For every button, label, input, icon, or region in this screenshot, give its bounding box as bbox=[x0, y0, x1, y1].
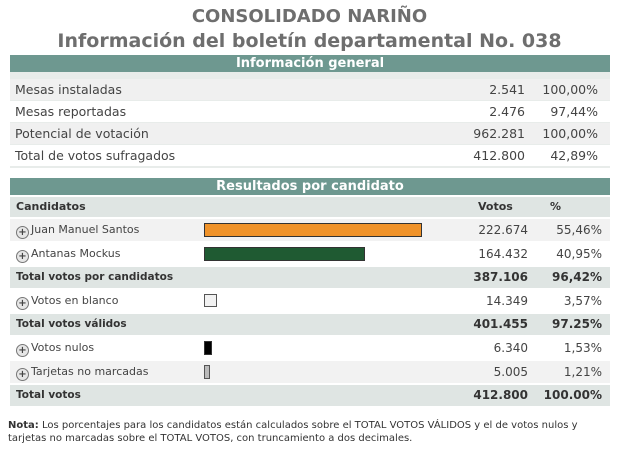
info-row: Total de votos sufragados 412.800 42,89% bbox=[10, 145, 610, 166]
null-votes-row[interactable]: + Votos nulos 6.340 1,53% bbox=[10, 337, 610, 359]
results-header-row: Candidatos Votos % bbox=[10, 197, 610, 217]
expand-icon[interactable]: + bbox=[16, 368, 29, 381]
unmarked-row[interactable]: + Tarjetas no marcadas 5.005 1,21% bbox=[10, 361, 610, 383]
expand-icon[interactable]: + bbox=[16, 250, 29, 263]
col-candidates: Candidatos bbox=[16, 200, 86, 213]
info-value: 962.281 bbox=[473, 126, 525, 141]
blank-votes-row[interactable]: + Votos en blanco 14.349 3,57% bbox=[10, 290, 610, 312]
info-label: Mesas instaladas bbox=[15, 82, 122, 97]
info-table: Mesas instaladas 2.541 100,00% Mesas rep… bbox=[10, 72, 610, 168]
info-row: Potencial de votación 962.281 100,00% bbox=[10, 123, 610, 144]
total-label: Total votos por candidatos bbox=[16, 271, 174, 283]
unmarked-label: Tarjetas no marcadas bbox=[31, 365, 149, 378]
vote-bar bbox=[204, 247, 365, 261]
candidate-row[interactable]: + Juan Manuel Santos 222.674 55,46% bbox=[10, 219, 610, 241]
blank-votes-label: Votos en blanco bbox=[31, 294, 119, 307]
footnote-label: Nota: bbox=[8, 420, 39, 431]
null-votes-label: Votos nulos bbox=[31, 341, 95, 354]
page-subtitle: Información del boletín departamental No… bbox=[57, 30, 562, 52]
expand-icon[interactable]: + bbox=[16, 226, 29, 239]
info-value: 412.800 bbox=[473, 148, 525, 163]
info-pct: 100,00% bbox=[542, 82, 598, 97]
info-row: Mesas instaladas 2.541 100,00% bbox=[10, 79, 610, 100]
results-table: Candidatos Votos % + Juan Manuel Santos 2… bbox=[10, 195, 610, 407]
total-candidates-row: Total votos por candidatos 387.106 96,42… bbox=[10, 267, 610, 288]
info-section-header: Información general bbox=[10, 55, 610, 72]
blank-votes-count: 14.349 bbox=[486, 294, 528, 308]
info-label: Total de votos sufragados bbox=[15, 148, 176, 163]
footnote: Nota: Los porcentajes para los candidato… bbox=[8, 419, 608, 445]
expand-icon[interactable]: + bbox=[16, 344, 29, 357]
candidate-label: Juan Manuel Santos bbox=[31, 223, 140, 236]
unmarked-count: 5.005 bbox=[493, 365, 528, 379]
candidate-votes: 222.674 bbox=[478, 223, 528, 237]
null-votes-count: 6.340 bbox=[493, 341, 528, 355]
info-value: 2.541 bbox=[489, 82, 525, 97]
unmarked-pct: 1,21% bbox=[563, 365, 602, 379]
total-valid-row: Total votos válidos 401.455 97.25% bbox=[10, 314, 610, 335]
null-votes-bar bbox=[204, 341, 212, 355]
info-pct: 42,89% bbox=[550, 148, 598, 163]
candidate-pct: 40,95% bbox=[556, 247, 602, 261]
info-pct: 97,44% bbox=[550, 104, 598, 119]
info-row: Mesas reportadas 2.476 97,44% bbox=[10, 101, 610, 122]
total-pct: 100.00% bbox=[543, 388, 602, 402]
col-pct: % bbox=[550, 200, 562, 213]
total-votes-row: Total votos 412.800 100.00% bbox=[10, 385, 610, 406]
candidate-pct: 55,46% bbox=[556, 223, 602, 237]
expand-icon[interactable]: + bbox=[16, 297, 29, 310]
blank-votes-name[interactable]: + Votos en blanco bbox=[16, 290, 118, 312]
info-label: Potencial de votación bbox=[15, 126, 149, 141]
total-votes: 387.106 bbox=[473, 270, 528, 284]
total-votes: 412.800 bbox=[473, 388, 528, 402]
info-value: 2.476 bbox=[489, 104, 525, 119]
vote-bar bbox=[204, 223, 422, 237]
null-votes-pct: 1,53% bbox=[563, 341, 602, 355]
total-label: Total votos válidos bbox=[16, 318, 127, 330]
unmarked-bar bbox=[204, 365, 210, 379]
null-votes-name[interactable]: + Votos nulos bbox=[16, 337, 94, 359]
info-label: Mesas reportadas bbox=[15, 104, 127, 119]
total-votes: 401.455 bbox=[473, 317, 528, 331]
candidate-label: Antanas Mockus bbox=[31, 247, 121, 260]
total-pct: 96,42% bbox=[552, 270, 602, 284]
blank-votes-pct: 3,57% bbox=[563, 294, 602, 308]
candidate-name[interactable]: + Antanas Mockus bbox=[16, 243, 121, 265]
candidate-votes: 164.432 bbox=[478, 247, 528, 261]
page-title: CONSOLIDADO NARIÑO bbox=[191, 6, 428, 27]
candidate-row[interactable]: + Antanas Mockus 164.432 40,95% bbox=[10, 243, 610, 265]
results-section-header: Resultados por candidato bbox=[10, 178, 610, 195]
total-label: Total votos bbox=[16, 389, 81, 401]
unmarked-name[interactable]: + Tarjetas no marcadas bbox=[16, 361, 148, 383]
candidate-name[interactable]: + Juan Manuel Santos bbox=[16, 219, 139, 241]
footnote-text: Los porcentajes para los candidatos está… bbox=[8, 420, 578, 444]
blank-votes-bar bbox=[204, 294, 217, 307]
info-pct: 100,00% bbox=[542, 126, 598, 141]
total-pct: 97.25% bbox=[552, 317, 602, 331]
col-votes: Votos bbox=[478, 200, 513, 213]
